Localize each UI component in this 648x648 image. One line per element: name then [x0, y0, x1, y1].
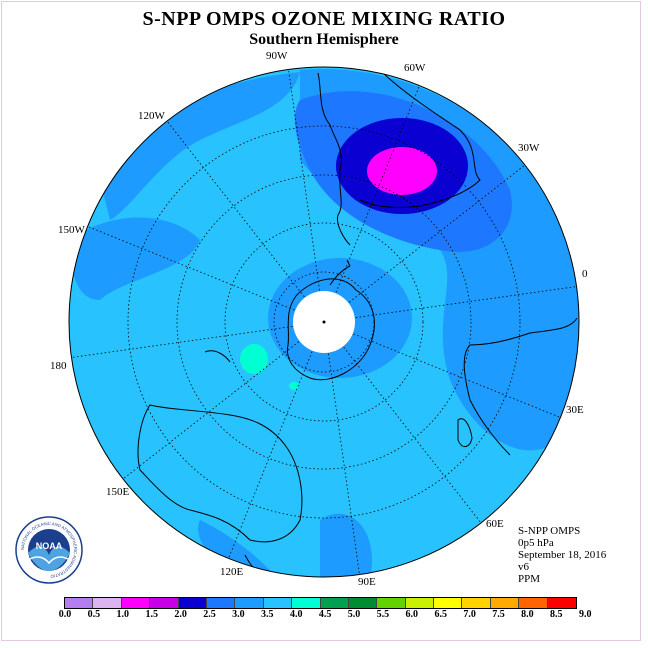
color-scale-tick-label: 1.5: [145, 609, 158, 620]
longitude-lines: [71, 69, 577, 575]
meridian-line: [166, 120, 325, 323]
noaa-logo-text: NOAA: [36, 541, 63, 551]
color-scale-tick-label: 4.0: [289, 609, 303, 620]
field-band-2p5-north: [100, 72, 300, 220]
meridian-line: [323, 286, 577, 323]
coast-south-america: [317, 69, 481, 246]
map-title: S-NPP OMPS OZONE MIXING RATIO: [142, 8, 506, 30]
color-scale-swatch: [206, 598, 236, 608]
longitude-label: 180: [50, 360, 67, 372]
noaa-logo-bird: [28, 546, 70, 571]
info-version: v6: [518, 561, 529, 573]
info-block: S-NPP OMPS 0p5 hPa September 18, 2016 v6…: [518, 525, 606, 585]
meridian-line: [323, 321, 561, 418]
noaa-logo: NATIONAL OCEANIC AND ATMOSPHERIC ADMINIS…: [14, 515, 83, 584]
longitude-label: 90W: [266, 50, 288, 62]
noaa-logo-wave: [29, 556, 69, 565]
coast-antarctica: [286, 278, 375, 381]
coast-madagascar: [457, 418, 473, 447]
field-band-2p5-southeast: [320, 513, 372, 577]
longitude-label: 150W: [58, 224, 85, 236]
color-scale-tick-label: 7.5: [492, 609, 505, 620]
info-instrument: S-NPP OMPS: [518, 525, 581, 537]
color-scale-swatch: [490, 598, 520, 608]
color-scale-swatch: [320, 598, 349, 608]
color-scale-tick-label: 5.5: [376, 609, 390, 620]
color-scale-swatch: [292, 598, 321, 608]
coast-africa: [463, 317, 578, 456]
longitude-label: 60W: [404, 62, 426, 74]
color-scale-swatch: [65, 598, 94, 608]
color-scale-tick-label: 0.0: [58, 609, 72, 620]
info-date: September 18, 2016: [518, 549, 607, 561]
color-scale-swatch: [150, 598, 179, 608]
color-scale-tick-label: 2.5: [203, 609, 216, 620]
field-band-1p0: [367, 147, 437, 195]
longitude-label: 60E: [486, 518, 504, 530]
meridian-line: [323, 85, 420, 323]
color-scale-tick-label: 0.5: [87, 609, 101, 620]
color-scale-swatch: [547, 598, 577, 608]
info-units: PPM: [518, 573, 541, 585]
color-scale-tick-label: 3.5: [261, 609, 274, 620]
map-disc-outline: [68, 66, 580, 578]
color-scale-tick-label: 8.5: [550, 609, 563, 620]
map-subtitle: Southern Hemisphere: [249, 31, 399, 48]
meridian-line: [323, 321, 360, 575]
coast-australia: [137, 404, 303, 543]
longitude-label: 30W: [518, 142, 540, 154]
color-scale-swatch: [93, 598, 122, 608]
longitude-label: 90E: [358, 576, 376, 588]
meridian-line: [228, 321, 325, 559]
color-scale-swatch: [263, 598, 293, 608]
south-pole-marker: [322, 320, 326, 324]
color-scale-swatch: [178, 598, 207, 608]
field-band-2p5-south: [198, 520, 280, 577]
field-band-2p5-west: [70, 217, 200, 300]
coast-antarctic-peninsula: [329, 259, 351, 286]
longitude-label: 150E: [106, 486, 130, 498]
color-scale-tick-label: 9.0: [578, 609, 592, 620]
color-scale-swatch: [519, 598, 548, 608]
meridian-line: [288, 69, 325, 323]
color-scale-tick-label: 6.0: [405, 609, 419, 620]
meridian-line: [87, 226, 325, 323]
color-scale-ticks: 0.0 0.5 1.0 1.5 2.0 2.5 3.0 3.5 4.0 4.5 5.0 5.5 6.0 6…: [0, 609, 648, 623]
color-scale-swatch: [405, 598, 435, 608]
meridian-line: [323, 321, 482, 524]
color-scale-bar: [64, 597, 578, 609]
meridian-line: [122, 321, 325, 480]
color-scale-swatch: [121, 598, 151, 608]
color-scale-swatch: [462, 598, 491, 608]
info-level: 0p5 hPa: [518, 537, 554, 549]
longitude-label: 120E: [220, 566, 244, 578]
field-band-3p5: [240, 344, 268, 374]
color-scale-tick-label: 2.0: [174, 609, 187, 620]
field-band-3p5-small: [289, 382, 299, 390]
color-scale-tick-label: 1.0: [116, 609, 130, 620]
color-scale-tick-label: 4.5: [318, 609, 332, 620]
longitude-label: 120W: [138, 110, 165, 122]
page-frame: [1, 1, 641, 641]
longitude-label: 0: [582, 268, 588, 280]
color-scale-swatch: [348, 598, 378, 608]
color-scale-swatch: [235, 598, 264, 608]
color-scale-tick-label: 8.0: [521, 609, 534, 620]
meridian-line: [71, 321, 325, 358]
longitude-label: 30E: [566, 404, 584, 416]
color-scale-tick-label: 5.0: [347, 609, 361, 620]
color-scale-tick-label: 7.0: [463, 609, 476, 620]
color-scale-swatch: [434, 598, 463, 608]
color-scale-tick-label: 3.0: [232, 609, 245, 620]
color-scale-swatch: [377, 598, 406, 608]
color-scale-tick-label: 6.5: [434, 609, 447, 620]
meridian-line: [323, 164, 526, 323]
